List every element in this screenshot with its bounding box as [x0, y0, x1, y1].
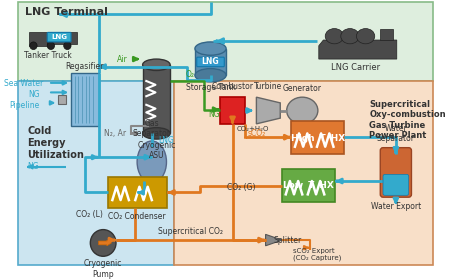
Text: CO₂ (G): CO₂ (G) [226, 183, 254, 192]
Text: Splitter: Splitter [273, 235, 301, 245]
Ellipse shape [142, 128, 170, 139]
Text: Gas
Separator: Gas Separator [132, 119, 171, 138]
FancyArrow shape [98, 240, 111, 246]
Bar [219, 97, 245, 124]
Ellipse shape [194, 42, 226, 55]
Ellipse shape [194, 69, 226, 82]
Bar [71, 73, 98, 126]
Text: sCO₂ Export
(CO₂ Capture): sCO₂ Export (CO₂ Capture) [293, 248, 341, 261]
Text: LNG Carrier: LNG Carrier [330, 63, 379, 72]
Text: High  T  HX: High T HX [290, 134, 344, 143]
Text: NG: NG [27, 162, 39, 171]
FancyBboxPatch shape [382, 174, 408, 195]
Ellipse shape [356, 29, 374, 44]
Text: sCO₂: sCO₂ [247, 129, 265, 138]
Text: CO₂ (L): CO₂ (L) [76, 210, 103, 219]
Text: LNG: LNG [51, 34, 67, 40]
Polygon shape [256, 97, 280, 124]
Text: Low  T  HX: Low T HX [283, 181, 334, 190]
Bar [282, 169, 334, 202]
Text: LNG: LNG [158, 136, 174, 144]
Ellipse shape [30, 42, 37, 50]
Text: NG
Pipeline: NG Pipeline [10, 90, 40, 110]
Bar [291, 121, 344, 154]
Bar [173, 81, 432, 265]
Text: Water
Separator: Water Separator [376, 123, 414, 143]
Bar [47, 32, 76, 44]
Text: Water Export: Water Export [370, 202, 420, 211]
Text: LNG Terminal: LNG Terminal [25, 7, 108, 17]
Text: Storage Tank: Storage Tank [185, 83, 235, 92]
Bar [379, 29, 392, 40]
Text: Cryogenic
Pump: Cryogenic Pump [84, 259, 122, 279]
Text: N₂, Ar: N₂, Ar [104, 129, 126, 138]
Bar [29, 32, 47, 46]
Bar [194, 49, 226, 75]
Text: Supercritical CO₂: Supercritical CO₂ [157, 227, 222, 236]
Ellipse shape [340, 29, 359, 44]
Text: Air: Air [117, 55, 128, 64]
Text: Turbine: Turbine [253, 83, 282, 92]
Text: Sea Water: Sea Water [4, 79, 43, 88]
Bar [107, 177, 167, 208]
Text: Combustor: Combustor [211, 83, 253, 92]
Ellipse shape [137, 141, 166, 183]
Text: CO₂ Condenser: CO₂ Condenser [108, 213, 166, 221]
FancyBboxPatch shape [379, 148, 410, 197]
Text: Tanker Truck: Tanker Truck [24, 52, 72, 60]
Text: CO₂+H₂O: CO₂+H₂O [236, 126, 268, 132]
Text: Supercritical
Oxy-combustion
Gas Turbine
Power Plant: Supercritical Oxy-combustion Gas Turbine… [369, 100, 445, 140]
Bar [142, 65, 170, 133]
Text: Cold
Energy
Utilization: Cold Energy Utilization [27, 126, 84, 160]
FancyBboxPatch shape [47, 32, 71, 42]
Text: Regasifier: Regasifier [66, 62, 104, 71]
Ellipse shape [47, 42, 55, 50]
Polygon shape [265, 234, 282, 246]
Text: O₂: O₂ [186, 70, 194, 79]
Ellipse shape [286, 97, 317, 124]
Bar [18, 2, 432, 81]
Text: NG: NG [208, 110, 220, 119]
Bar [18, 81, 173, 265]
FancyBboxPatch shape [196, 57, 224, 67]
Ellipse shape [64, 42, 71, 50]
Ellipse shape [90, 230, 116, 256]
Ellipse shape [324, 29, 343, 44]
Polygon shape [318, 40, 396, 59]
Bar [58, 95, 66, 104]
Text: Generator: Generator [282, 84, 321, 93]
Text: LNG: LNG [201, 57, 219, 66]
Text: Cryogenic
ASU: Cryogenic ASU [137, 141, 175, 160]
Ellipse shape [142, 59, 170, 71]
